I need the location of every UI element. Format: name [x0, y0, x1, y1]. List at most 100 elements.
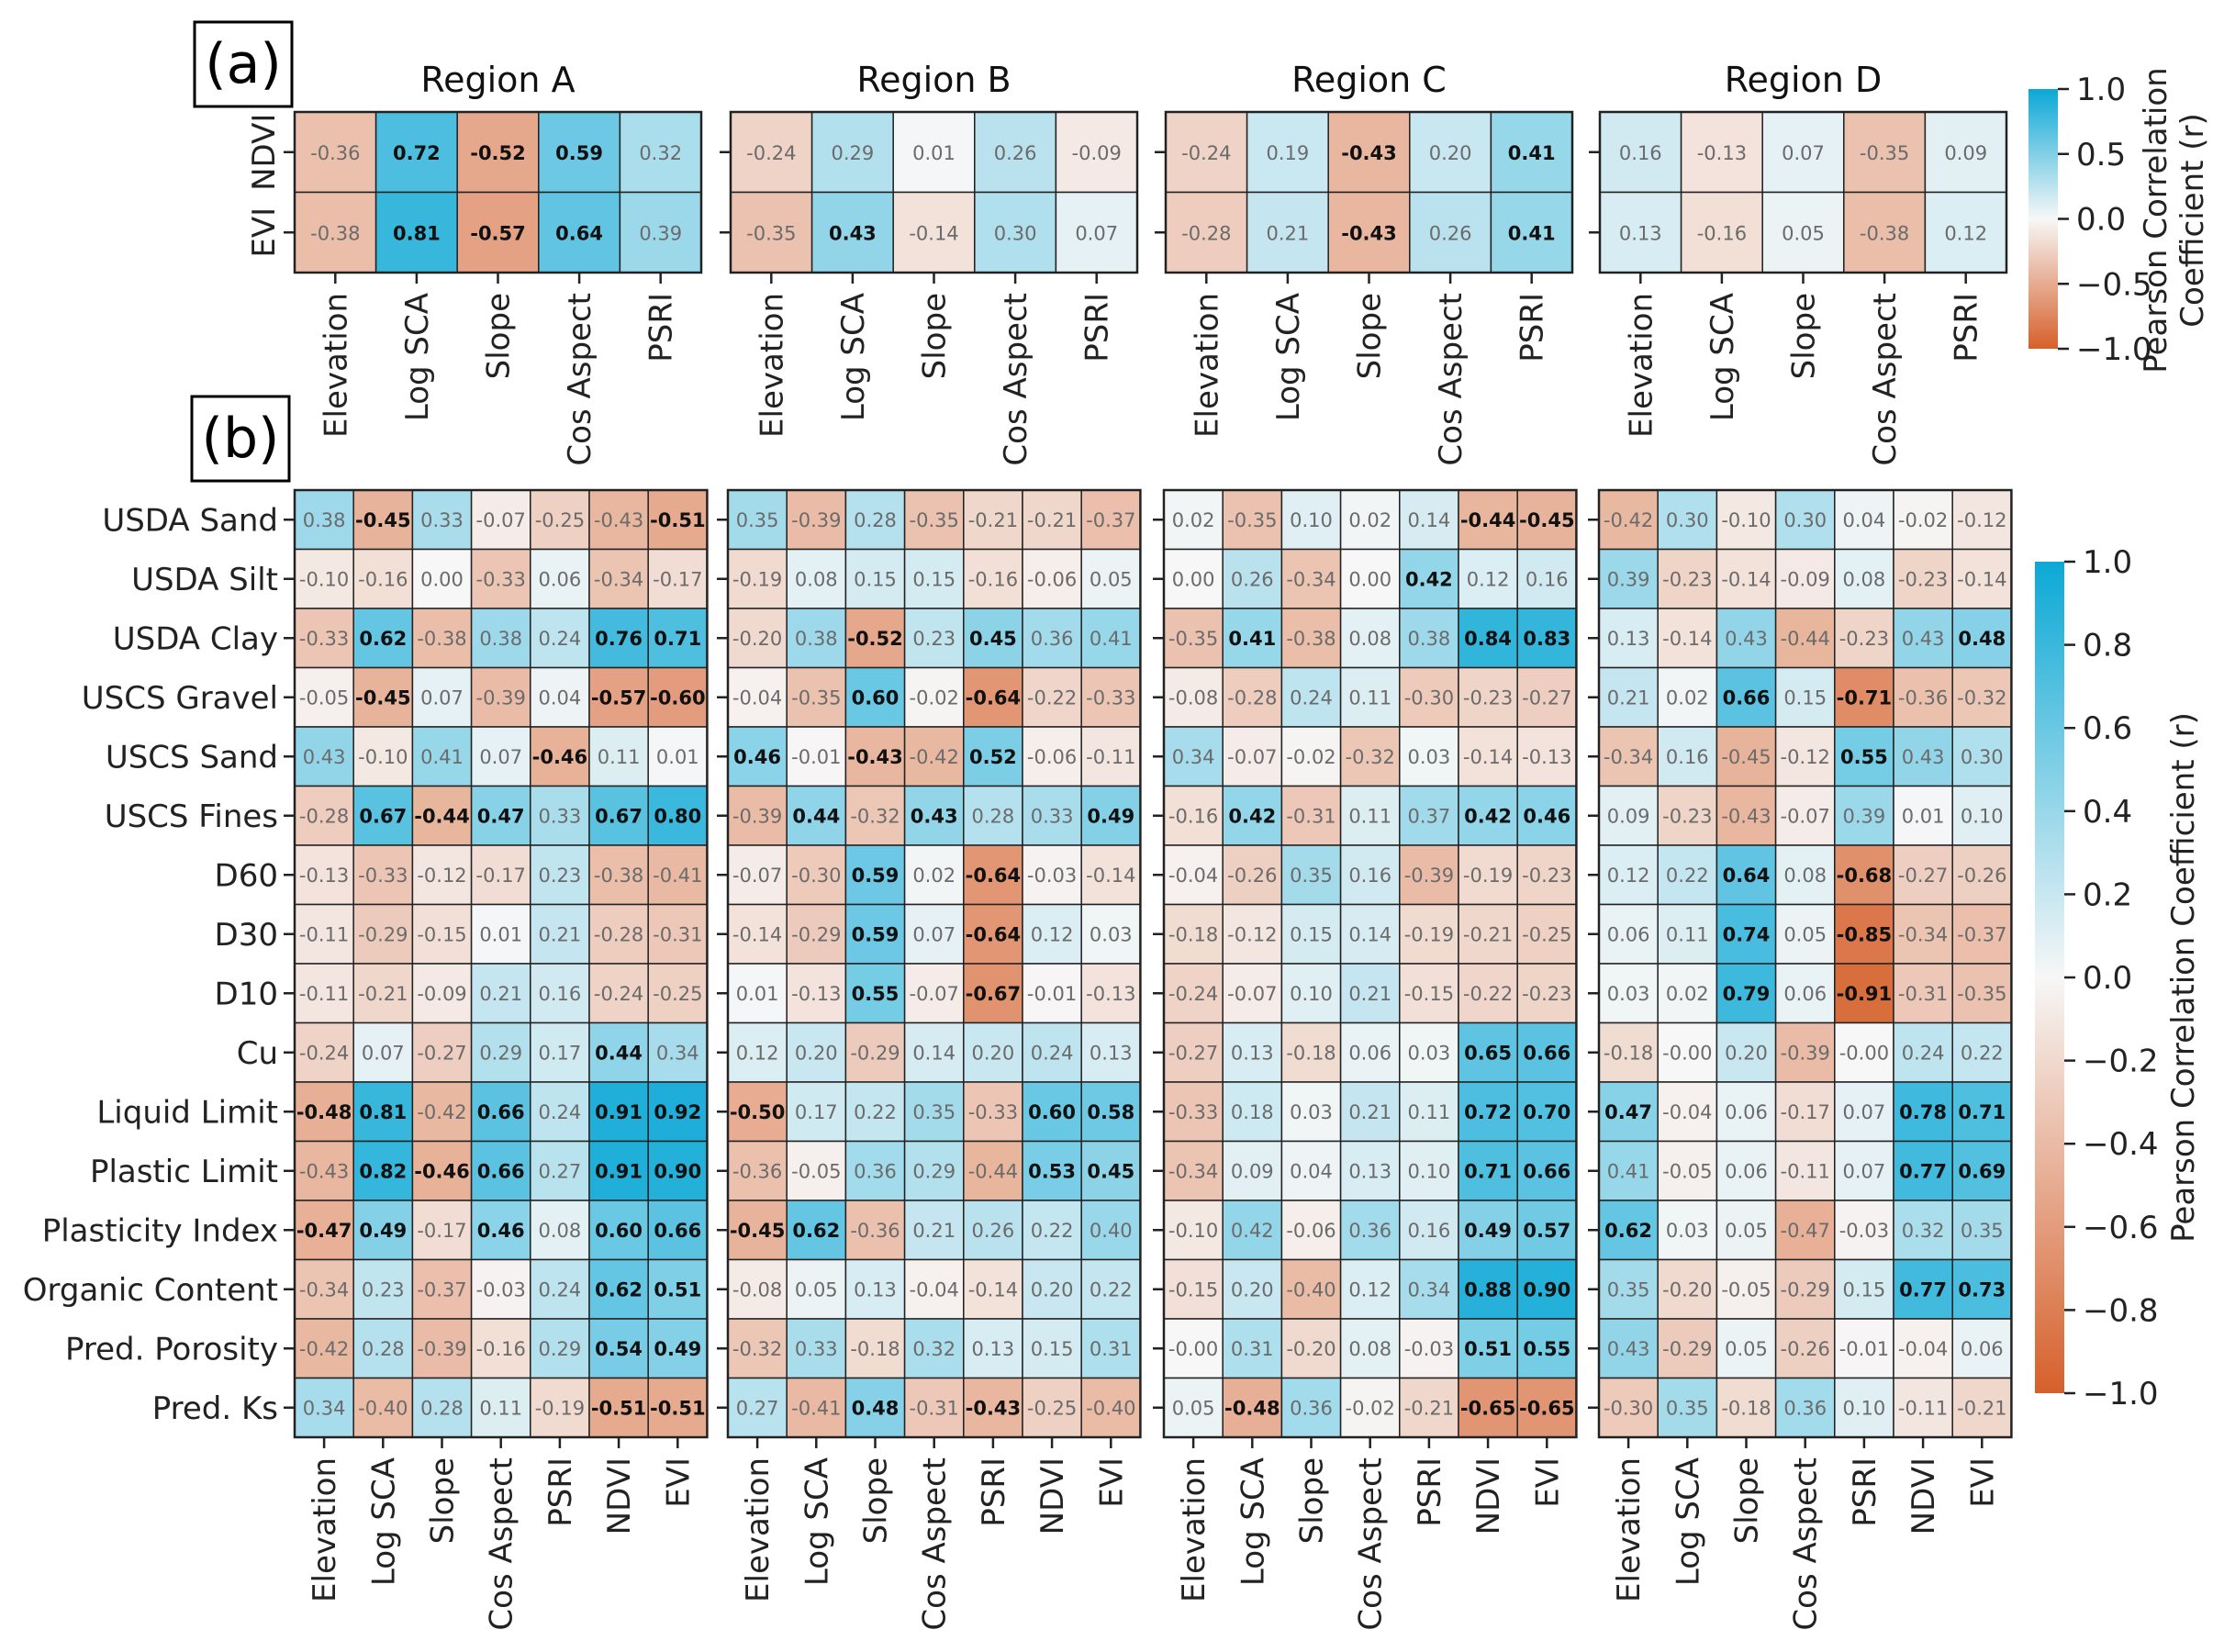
cell-value-label: -0.09 — [1072, 142, 1122, 164]
heatmap-cell — [903, 785, 965, 846]
cell-value-label: -0.07 — [476, 509, 526, 531]
heatmap-cell — [588, 963, 649, 1024]
heatmap-cell — [727, 1200, 788, 1261]
cell-value-label: -0.36 — [732, 1160, 782, 1182]
cell-value-label: -0.26 — [1781, 1338, 1830, 1360]
x-tick-label: Elevation — [1623, 293, 1660, 438]
x-tick-label: Elevation — [1189, 293, 1225, 438]
cell-value-label: -0.64 — [966, 865, 1022, 887]
cell-value-label: -0.05 — [791, 1160, 841, 1182]
heatmap-cell — [352, 548, 414, 609]
y-tick-label: Pred. Ks — [152, 1390, 278, 1427]
cell-value-label: 0.11 — [1408, 1101, 1451, 1123]
cell-value-label: -0.43 — [1721, 805, 1771, 827]
x-tick-label: PSRI — [1847, 1457, 1883, 1527]
cell-value-label: 0.44 — [792, 805, 840, 827]
cell-value-label: -0.41 — [791, 1397, 841, 1419]
heatmap-cell — [1080, 1021, 1142, 1083]
heatmap-cell — [786, 666, 847, 728]
cell-value-label: -0.20 — [1662, 1278, 1712, 1300]
heatmap-cell — [647, 1081, 709, 1143]
y-tick-label: Pred. Porosity — [65, 1331, 278, 1367]
cell-value-label: 0.32 — [912, 1338, 956, 1360]
heatmap-cell — [1834, 1258, 1894, 1320]
cell-value-label: -0.11 — [299, 923, 349, 945]
cell-value-label: -0.10 — [1721, 509, 1771, 531]
cell-value-label: 0.08 — [1783, 865, 1827, 887]
cell-value-label: 0.10 — [1961, 805, 2004, 827]
colorbar-a-gradient — [2028, 89, 2058, 349]
heatmap-cell — [1951, 844, 2013, 906]
heatmap-cell — [1599, 111, 1682, 194]
cell-value-label: -0.34 — [299, 1278, 349, 1300]
cell-value-label: 0.12 — [736, 1042, 779, 1064]
cell-value-label: -0.21 — [1404, 1397, 1454, 1419]
cell-value-label: 0.26 — [972, 1220, 1015, 1242]
cell-value-label: 0.10 — [1843, 1397, 1886, 1419]
heatmap-cell — [963, 1021, 1023, 1083]
heatmap-cell — [786, 489, 847, 551]
heatmap-cell — [588, 548, 649, 609]
cell-value-label: -0.39 — [1404, 865, 1454, 887]
heatmap-cell — [1080, 666, 1142, 728]
heatmap-cell — [1399, 785, 1459, 846]
heatmap-cell — [1399, 1318, 1459, 1379]
cell-value-label: -0.91 — [1837, 983, 1893, 1005]
cell-value-label: -0.29 — [1662, 1338, 1712, 1360]
cell-value-label: -0.04 — [732, 686, 782, 709]
heatmap-cell — [588, 1081, 649, 1143]
cell-value-label: -0.25 — [535, 509, 585, 531]
heatmap-cell — [963, 963, 1023, 1024]
heatmap-cell — [1246, 111, 1329, 194]
cell-value-label: -0.17 — [476, 865, 526, 887]
heatmap-cell — [294, 785, 354, 846]
x-tick-label: EVI — [1964, 1457, 2001, 1508]
cell-value-label: 0.38 — [479, 628, 522, 650]
heatmap-cell — [1834, 844, 1894, 906]
heatmap-cell — [1715, 844, 1777, 906]
cell-value-label: 0.47 — [1604, 1101, 1652, 1123]
cell-value-label: 0.29 — [539, 1338, 582, 1360]
cell-value-label: -0.38 — [1286, 628, 1336, 650]
cell-value-label: -0.38 — [1860, 223, 1909, 245]
heatmap-cell — [903, 903, 965, 965]
cell-value-label: -0.16 — [1168, 805, 1218, 827]
cell-value-label: -0.29 — [1781, 1278, 1830, 1300]
cell-value-label: -0.30 — [1404, 686, 1454, 709]
cell-value-label: 0.32 — [1902, 1220, 1945, 1242]
heatmap-cell — [1951, 1140, 2013, 1201]
cell-value-label: 0.29 — [912, 1160, 956, 1182]
cell-value-label: 0.00 — [1172, 568, 1215, 590]
heatmap-cell — [352, 785, 414, 846]
cell-value-label: 0.45 — [969, 628, 1017, 650]
heatmap-cell — [1774, 608, 1836, 669]
heatmap-cell — [1774, 1258, 1836, 1320]
cell-value-label: 0.62 — [1604, 1220, 1652, 1242]
cell-value-label: -0.39 — [732, 805, 782, 827]
cell-value-label: -0.43 — [847, 746, 903, 768]
heatmap-cell — [1834, 1377, 1894, 1438]
heatmap-cell — [411, 963, 473, 1024]
heatmap-cell — [786, 1258, 847, 1320]
heatmap-cell — [844, 1318, 906, 1379]
cell-value-label: 0.80 — [654, 805, 701, 827]
cell-value-label: 0.38 — [303, 509, 346, 531]
heatmap-cell — [963, 1200, 1023, 1261]
cell-value-label: -0.13 — [1522, 746, 1571, 768]
cell-value-label: -0.18 — [850, 1338, 900, 1360]
cell-value-label: 0.24 — [539, 1101, 582, 1123]
heatmap-cell — [411, 1258, 473, 1320]
cell-value-label: 0.49 — [1087, 805, 1134, 827]
cell-value-label: 0.78 — [1899, 1101, 1947, 1123]
cell-value-label: -0.51 — [591, 1397, 647, 1419]
heatmap-cell — [1022, 548, 1082, 609]
cell-value-label: 0.14 — [1408, 509, 1451, 531]
cell-value-label: -0.28 — [1181, 223, 1231, 245]
x-tick-label: Elevation — [1611, 1457, 1648, 1602]
cell-value-label: -0.36 — [850, 1220, 900, 1242]
heatmap-cell — [1893, 785, 1953, 846]
panel-label-a: (a) — [193, 20, 294, 108]
heatmap-cell — [1339, 726, 1401, 787]
heatmap-cell — [727, 489, 788, 551]
heatmap-cell — [1280, 1021, 1342, 1083]
